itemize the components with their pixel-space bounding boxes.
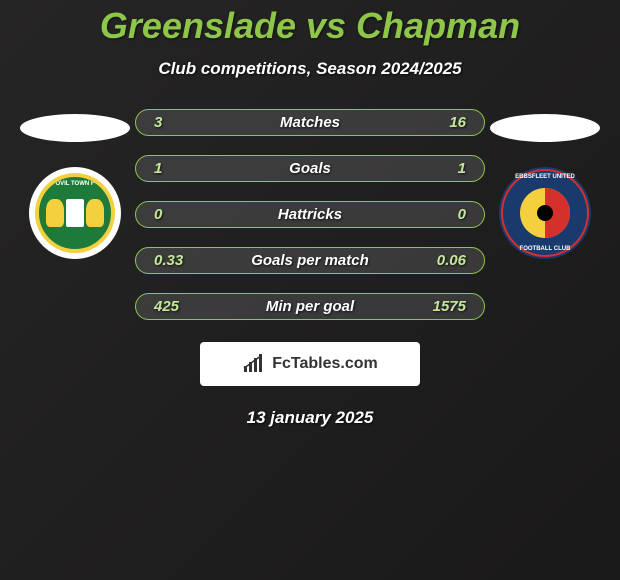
- stat-right-value: 1575: [426, 298, 466, 315]
- lion-icon: [46, 199, 64, 227]
- badge-ring: EBBSFLEET UNITED FOOTBALL CLUB: [501, 169, 589, 257]
- badge-text: OVIL TOWN F: [55, 181, 94, 187]
- stat-row-min-per-goal: 425 Min per goal 1575: [135, 293, 485, 320]
- badge-inner: OVIL TOWN F: [35, 173, 115, 253]
- main-content: OVIL TOWN F 3 Matches 16 1 Goals 1: [0, 109, 620, 320]
- stat-right-value: 16: [426, 114, 466, 131]
- stat-label: Min per goal: [266, 298, 354, 315]
- brand-text: FcTables.com: [272, 355, 378, 373]
- chart-icon: [242, 354, 266, 374]
- date-text: 13 january 2025: [247, 408, 374, 428]
- stat-label: Matches: [280, 114, 340, 131]
- stats-table: 3 Matches 16 1 Goals 1 0 Hattricks 0 0.3…: [135, 109, 485, 320]
- brand-badge[interactable]: FcTables.com: [200, 342, 420, 386]
- badge-text-top: EBBSFLEET UNITED: [515, 174, 575, 180]
- badge-lions: [46, 199, 104, 227]
- stat-right-value: 0.06: [426, 252, 466, 269]
- badge-inner: [520, 188, 570, 238]
- right-player-panel: EBBSFLEET UNITED FOOTBALL CLUB: [485, 109, 605, 259]
- stat-right-value: 0: [426, 206, 466, 223]
- footer: FcTables.com 13 january 2025: [0, 342, 620, 428]
- club-badge-yeovil: OVIL TOWN F: [29, 167, 121, 259]
- player-silhouette-right: [490, 114, 600, 142]
- page-title: Greenslade vs Chapman: [0, 5, 620, 47]
- club-badge-ebbsfleet: EBBSFLEET UNITED FOOTBALL CLUB: [499, 167, 591, 259]
- comparison-card: Greenslade vs Chapman Club competitions,…: [0, 0, 620, 428]
- subtitle: Club competitions, Season 2024/2025: [0, 59, 620, 79]
- stat-row-goals: 1 Goals 1: [135, 155, 485, 182]
- stat-row-matches: 3 Matches 16: [135, 109, 485, 136]
- stat-label: Goals per match: [251, 252, 369, 269]
- player-silhouette-left: [20, 114, 130, 142]
- stat-row-goals-per-match: 0.33 Goals per match 0.06: [135, 247, 485, 274]
- stat-right-value: 1: [426, 160, 466, 177]
- left-player-panel: OVIL TOWN F: [15, 109, 135, 259]
- stat-left-value: 1: [154, 160, 194, 177]
- stat-left-value: 0.33: [154, 252, 194, 269]
- lion-icon: [86, 199, 104, 227]
- badge-text-bottom: FOOTBALL CLUB: [520, 246, 571, 252]
- stat-label: Goals: [289, 160, 331, 177]
- stat-row-hattricks: 0 Hattricks 0: [135, 201, 485, 228]
- stat-left-value: 425: [154, 298, 194, 315]
- stat-left-value: 3: [154, 114, 194, 131]
- stat-label: Hattricks: [278, 206, 342, 223]
- shield-icon: [66, 199, 84, 227]
- stat-left-value: 0: [154, 206, 194, 223]
